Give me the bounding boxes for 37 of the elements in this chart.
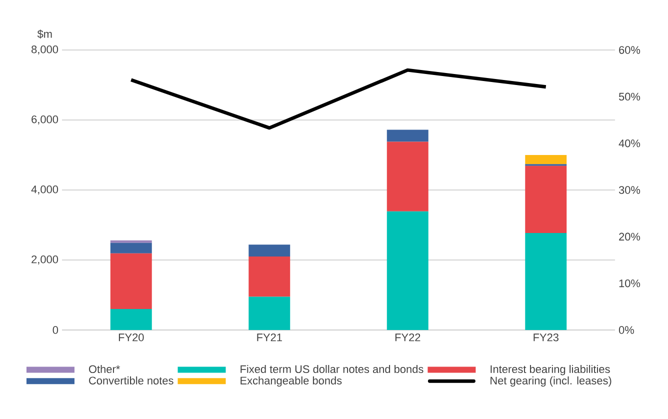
y-tick-label: 2,000 bbox=[32, 255, 58, 265]
legend-label: Fixed term US dollar notes and bonds bbox=[240, 364, 424, 374]
y-tick-label: 4,000 bbox=[31, 185, 58, 195]
legend-label: Convertible notes bbox=[89, 376, 174, 384]
bar bbox=[248, 256, 290, 297]
bar bbox=[386, 211, 428, 330]
bar bbox=[525, 233, 567, 330]
bar bbox=[110, 240, 152, 243]
y-tick-label: 6,000 bbox=[32, 115, 58, 125]
legend-label: Interest bearing liabilities bbox=[490, 364, 610, 376]
y2-tick-label: 0% bbox=[618, 326, 634, 334]
y2-tick-label: 30% bbox=[618, 186, 640, 194]
y-tick-label: 0 bbox=[52, 326, 58, 334]
x-tick-label: FY21 bbox=[257, 334, 282, 342]
y2-tick-label: 20% bbox=[619, 232, 640, 241]
bar bbox=[248, 296, 290, 330]
y-tick-label: 8,000 bbox=[32, 45, 58, 55]
x-tick-label: FY23 bbox=[534, 334, 558, 342]
bar bbox=[386, 142, 428, 212]
y2-tick-label: 10% bbox=[619, 279, 640, 288]
bar bbox=[110, 309, 152, 330]
x-tick-label: FY20 bbox=[118, 334, 144, 342]
y2-tick-label: 40% bbox=[618, 139, 640, 148]
line-series bbox=[129, 68, 548, 130]
legend-label: Exchangeable bonds bbox=[240, 376, 342, 387]
legend-label: Other* bbox=[88, 364, 120, 374]
bar bbox=[525, 155, 567, 164]
bar bbox=[248, 244, 290, 256]
x-tick-label: FY22 bbox=[395, 334, 420, 342]
y2-tick-label: 60% bbox=[619, 46, 640, 54]
y2-tick-label: 50% bbox=[618, 92, 640, 101]
bar bbox=[525, 166, 567, 234]
bar bbox=[110, 242, 152, 254]
bar bbox=[386, 130, 428, 142]
legend-label: Net gearing (incl. leases) bbox=[490, 376, 612, 387]
bar bbox=[110, 253, 152, 309]
y-axis-title: $m bbox=[37, 30, 52, 38]
